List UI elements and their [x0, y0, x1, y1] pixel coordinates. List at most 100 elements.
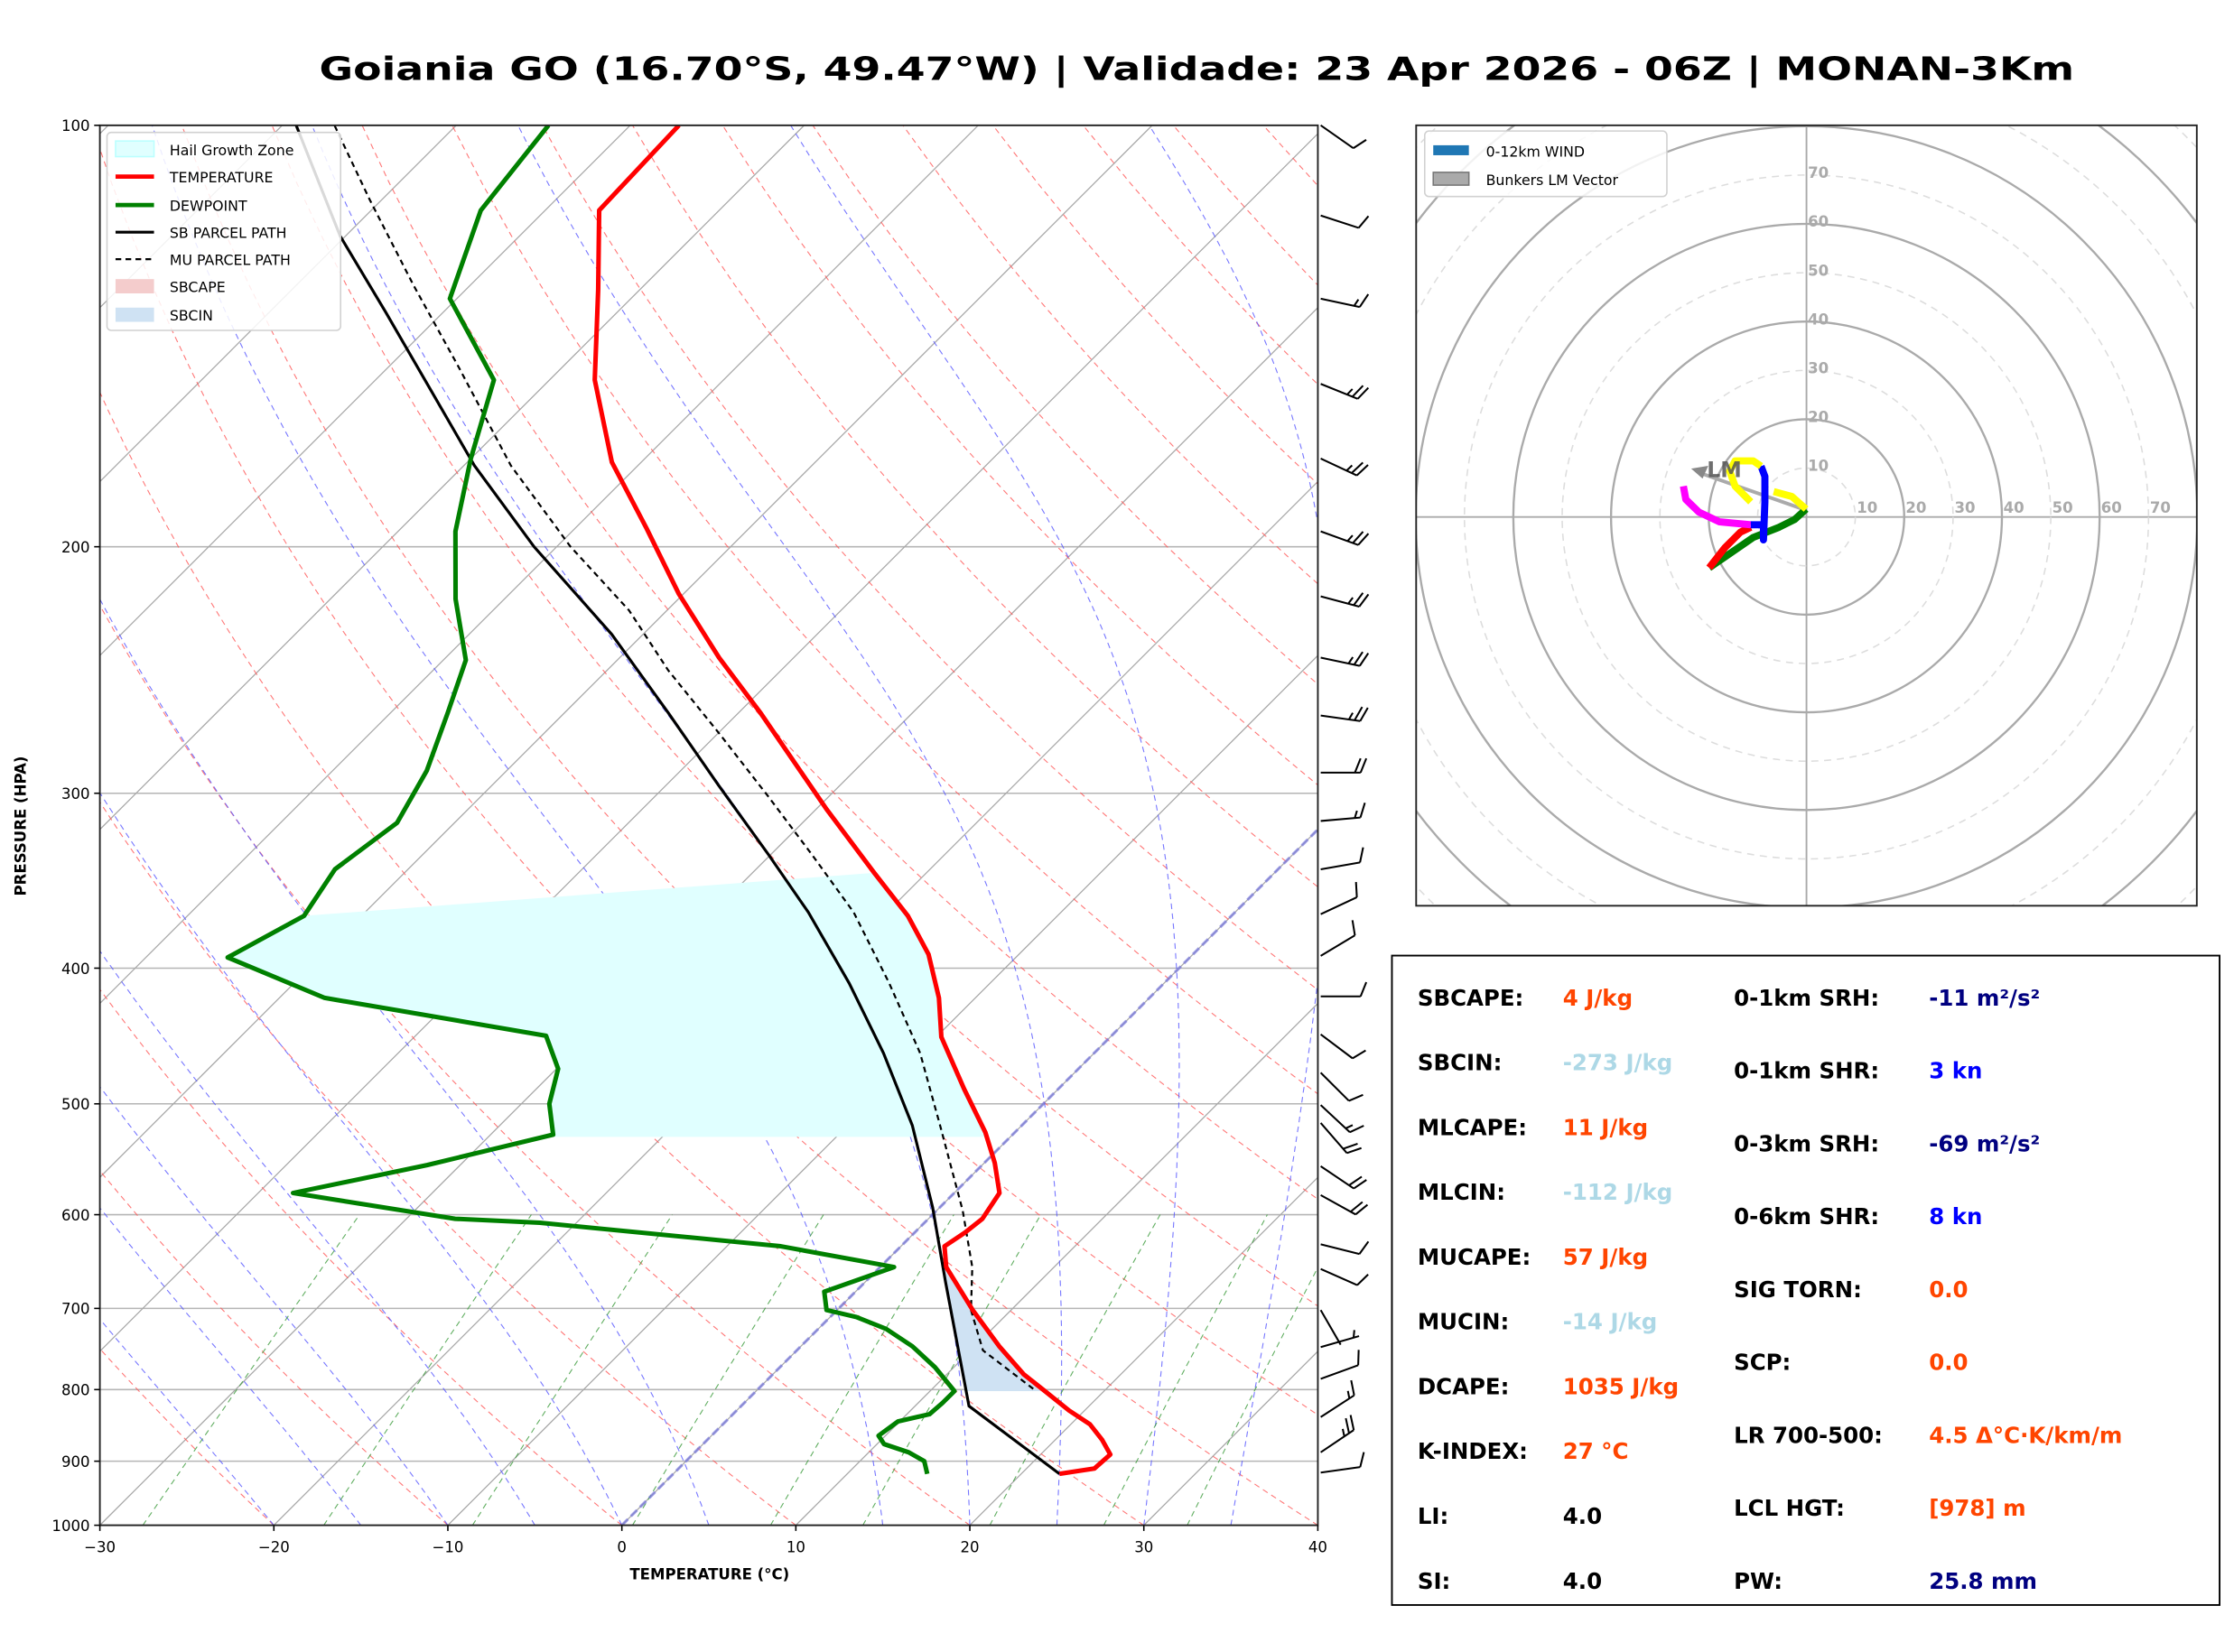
index-value: -14 J/kg [1563, 1309, 1657, 1335]
index-row: PW: 25.8 mm [1734, 1568, 2037, 1594]
index-row: LR 700-500: 4.5 Δ°C·K/km/m [1734, 1422, 2122, 1448]
isotherm-line [99, 125, 805, 831]
index-row: 0-1km SRH: -11 m²/s² [1734, 985, 2040, 1011]
wind-barb [1320, 592, 1370, 608]
index-value: -273 J/kg [1563, 1050, 1672, 1076]
legend-mu-parcel: MU PARCEL PATH [170, 251, 291, 268]
index-label: 0-3km SRH: [1734, 1130, 1879, 1156]
index-value: -69 m²/s² [1929, 1130, 2040, 1156]
wind-barb [1319, 1072, 1364, 1102]
dry-adiabat [721, 125, 1318, 786]
index-label: 0-1km SRH: [1734, 985, 1879, 1011]
hodograph-segment [1773, 487, 1809, 512]
index-row: SBCIN: -273 J/kg [1418, 1050, 1672, 1076]
x-axis-label: TEMPERATURE (°C) [629, 1566, 789, 1583]
hodograph-ring-labels: 10 10 20 20 30 30 40 40 50 50 60 60 70 70 [1808, 164, 2171, 516]
y-tick-label: 500 [61, 1096, 90, 1113]
index-label: MLCIN: [1418, 1179, 1505, 1205]
index-value: 4 J/kg [1563, 985, 1633, 1011]
y-tick-label: 300 [61, 785, 90, 803]
index-row: 0-3km SRH: -69 m²/s² [1734, 1130, 2040, 1156]
mu-parcel-line [333, 125, 1034, 1390]
y-tick-label: 700 [61, 1301, 90, 1318]
index-row: 0-6km SHR: 8 kn [1734, 1203, 1982, 1230]
hodo-ring-label-x: 50 [2052, 499, 2073, 516]
legend-sb-parcel: SB PARCEL PATH [170, 224, 287, 241]
wind-barb [1320, 1330, 1360, 1349]
isotherm-line [99, 133, 1318, 1352]
moist-adiabat [1149, 125, 1318, 1526]
hodo-ring-label-y: 60 [1808, 213, 1829, 230]
index-row: K-INDEX: 27 °C [1418, 1438, 1629, 1464]
legend-swatch-sbcin [115, 307, 154, 322]
hodograph-segment [1750, 464, 1769, 544]
x-tick-label: 30 [1134, 1539, 1153, 1556]
bunkers-lm-arrowhead-icon [1690, 465, 1708, 479]
hodo-ring-label-x: 40 [2004, 499, 2025, 516]
hodo-ring [1609, 320, 2004, 714]
indices-left-column: SBCAPE: 4 J/kg SBCIN: -273 J/kg MLCAPE: 11 J/… [1418, 985, 1679, 1594]
wind-barb [1320, 651, 1370, 667]
wind-barb [1319, 1033, 1366, 1060]
index-value: 3 kn [1929, 1058, 1982, 1084]
hodo-ring [1463, 174, 2150, 860]
wind-barb [1320, 1452, 1365, 1474]
legend-swatch-sbcape [115, 279, 154, 293]
index-row: SBCAPE: 4 J/kg [1418, 985, 1633, 1011]
index-value: 8 kn [1929, 1203, 1982, 1230]
wind-barb [1320, 530, 1370, 546]
hodo-ring-label-x: 20 [1905, 499, 1926, 516]
wind-barbs [1319, 124, 1370, 1474]
legend-sbcin: SBCIN [170, 307, 213, 324]
skewt-profiles [225, 125, 1113, 1477]
index-row: MUCAPE: 57 J/kg [1418, 1244, 1648, 1270]
hodograph-segment [1706, 524, 1753, 571]
isotherm-line [99, 125, 1153, 1179]
figure-title: Goiania GO (16.70°S, 49.47°W) | Validade… [320, 51, 2075, 88]
y-tick-label: 900 [61, 1453, 90, 1471]
legend-hgz: Hail Growth Zone [170, 142, 294, 159]
skewt-fills [228, 872, 1046, 1391]
wind-barb [1319, 1122, 1362, 1155]
index-value: [978] m [1929, 1495, 2025, 1521]
index-label: LI: [1418, 1503, 1448, 1529]
hodo-ring-label-y: 70 [1808, 164, 1829, 181]
hodo-ring-label-y: 20 [1808, 409, 1829, 426]
wind-barb [1320, 803, 1366, 822]
index-value: 4.0 [1563, 1503, 1602, 1529]
index-label: PW: [1734, 1568, 1783, 1594]
legend-lm: Bunkers LM Vector [1486, 172, 1619, 189]
mixing-ratio-line [471, 1214, 673, 1526]
hodo-ring [1561, 272, 2052, 763]
dry-adiabat [99, 391, 1144, 1526]
index-row: 0-1km SHR: 3 kn [1734, 1058, 1982, 1084]
indices-panel: SBCAPE: 4 J/kg SBCIN: -273 J/kg MLCAPE: 11 J/… [1391, 954, 2220, 1606]
y-tick-label: 600 [61, 1207, 90, 1224]
wind-barb [1320, 920, 1356, 957]
wind-barb [1320, 458, 1369, 477]
hodo-ring-label-y: 10 [1808, 458, 1829, 475]
index-label: SBCIN: [1418, 1050, 1502, 1076]
y-tick-label: 800 [61, 1382, 90, 1399]
skewt-plot: −30 −20 −10 0 10 20 30 40 100 200 300 400 500 600 700 8… [13, 117, 1370, 1583]
sb-parcel-line [294, 125, 1061, 1475]
index-row: SIG TORN: 0.0 [1734, 1276, 1968, 1303]
isotherm-line [273, 480, 1318, 1526]
temperature-line [592, 125, 1113, 1477]
index-label: 0-6km SHR: [1734, 1203, 1879, 1230]
index-label: MUCAPE: [1418, 1244, 1531, 1270]
wind-barb [1319, 1309, 1342, 1346]
wind-barb [1320, 1379, 1355, 1418]
hodo-ring-label-x: 30 [1954, 499, 1975, 516]
hodo-ring-label-y: 50 [1808, 262, 1829, 279]
y-tick-label: 400 [61, 961, 90, 978]
dry-adiabat [361, 125, 1318, 1201]
dry-adiabat [99, 147, 1318, 1526]
index-value: 4.0 [1563, 1568, 1602, 1594]
index-row: MLCAPE: 11 J/kg [1418, 1114, 1648, 1140]
x-tick-label: −30 [84, 1539, 116, 1556]
hodo-ring-label-x: 60 [2101, 499, 2122, 516]
hodo-ring-label-x: 70 [2150, 499, 2171, 516]
wind-barb [1320, 383, 1370, 400]
mixing-ratio-line [323, 1214, 532, 1526]
